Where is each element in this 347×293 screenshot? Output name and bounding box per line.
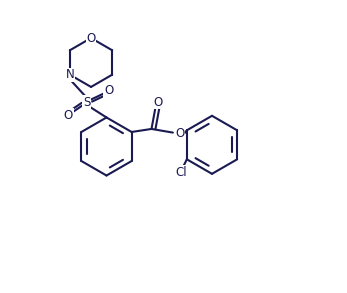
Text: O: O [175, 127, 184, 140]
Text: S: S [83, 96, 90, 109]
Text: O: O [64, 108, 73, 122]
Text: N: N [66, 68, 74, 81]
Text: Cl: Cl [175, 166, 187, 179]
Text: O: O [86, 32, 96, 45]
Text: O: O [104, 84, 113, 97]
Text: O: O [153, 96, 162, 109]
